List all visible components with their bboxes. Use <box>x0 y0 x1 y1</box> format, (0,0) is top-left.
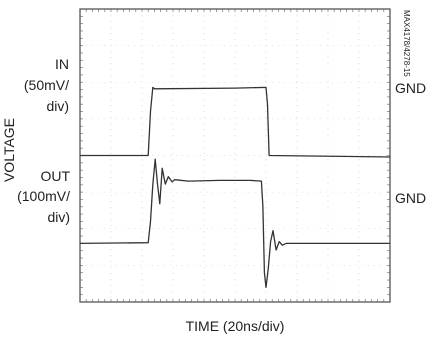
trace-in <box>80 86 391 158</box>
y-axis-label: VOLTAGE <box>1 118 17 182</box>
out-label-line-1: OUT <box>40 168 70 184</box>
out-ground-label: GND <box>395 190 426 206</box>
in-label-line-3: div) <box>46 98 69 114</box>
in-ground-label: GND <box>395 80 426 96</box>
out-channel-label: OUT (100mV/ div) <box>17 168 70 225</box>
x-axis-label: TIME (20ns/div) <box>186 318 285 334</box>
in-label-line-2: (50mV/ <box>24 77 69 93</box>
traces <box>79 86 391 289</box>
grid <box>80 9 390 302</box>
trace-out <box>79 158 390 289</box>
part-number-annotation: MAX4178/4278-15 <box>402 10 411 77</box>
out-label-line-3: div) <box>47 209 70 225</box>
in-channel-label: IN (50mV/ div) <box>24 56 69 114</box>
in-label-line-1: IN <box>55 56 69 72</box>
out-label-line-2: (100mV/ <box>17 188 70 204</box>
